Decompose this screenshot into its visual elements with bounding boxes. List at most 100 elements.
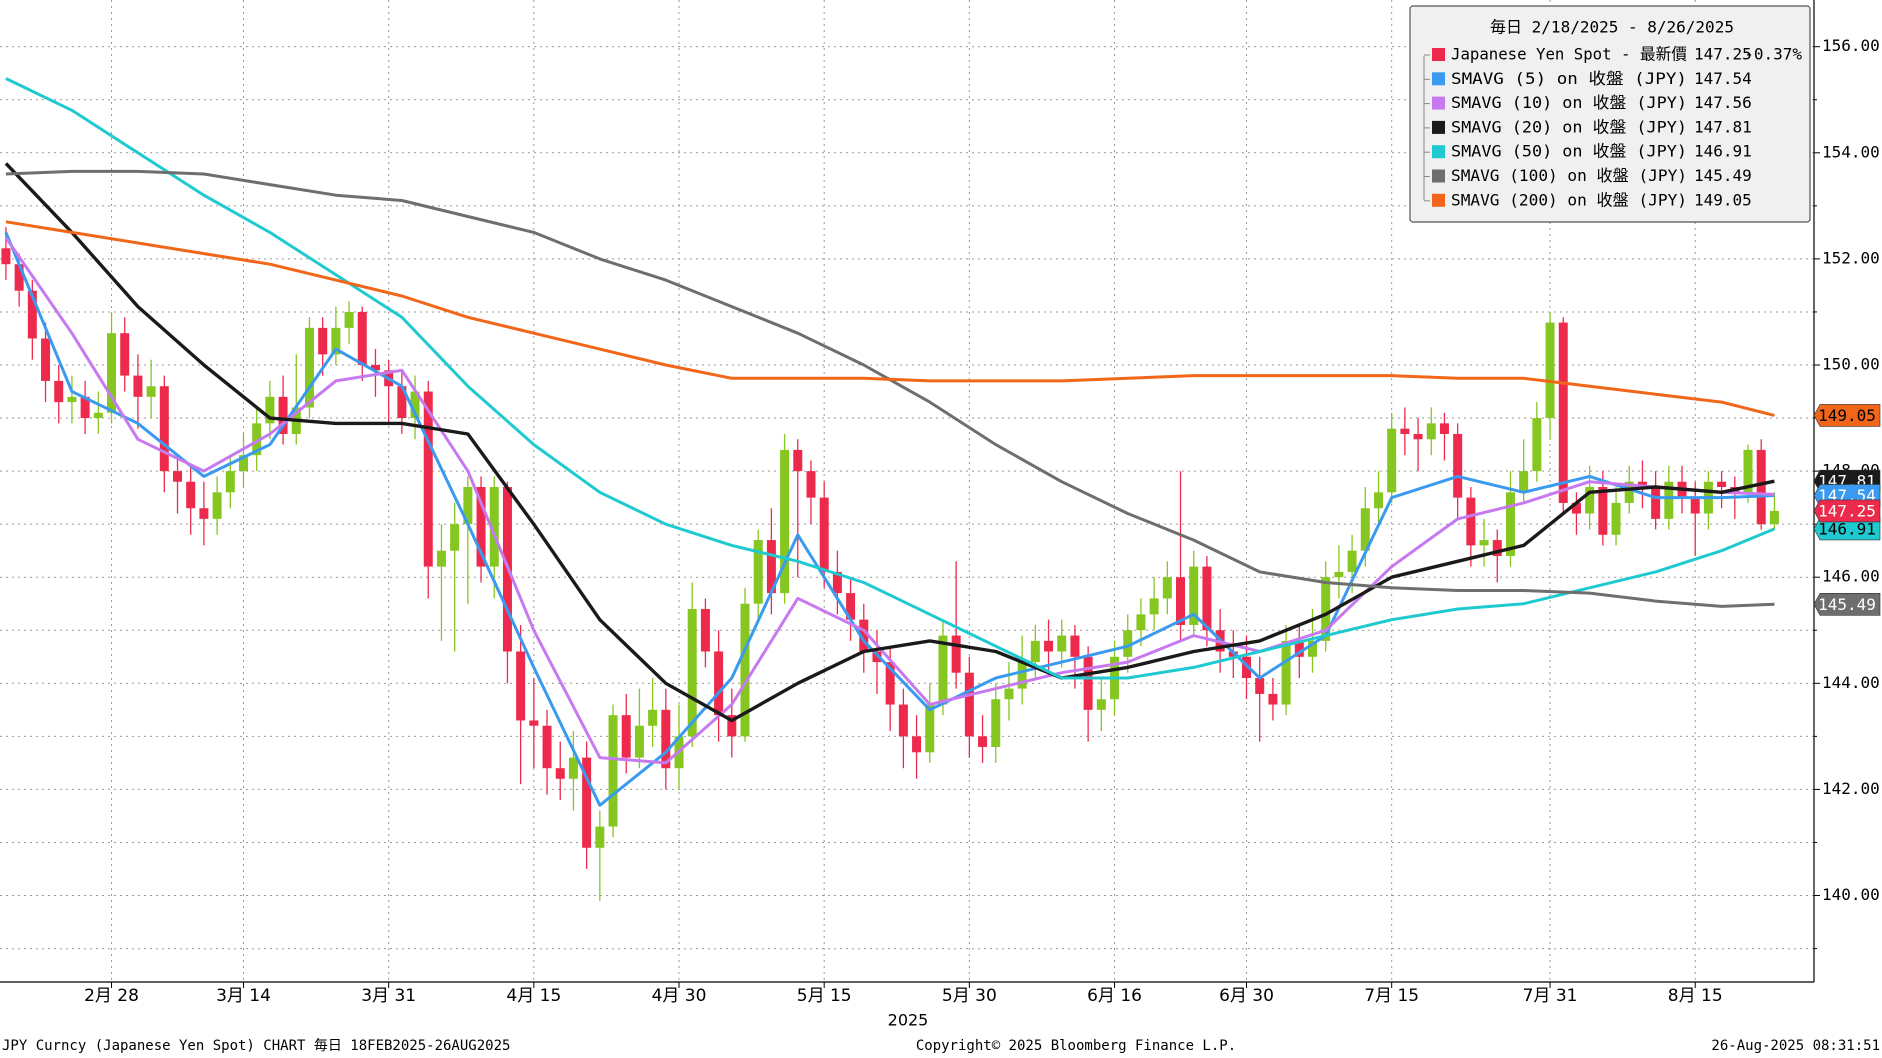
y-tick-label: 152.00 xyxy=(1822,248,1880,267)
legend-name: SMAVG (20) on 收盤 (JPY) xyxy=(1451,117,1687,136)
candle-body xyxy=(700,609,710,652)
y-tick-label: 146.00 xyxy=(1822,567,1880,586)
x-tick-label: 5月 30 xyxy=(942,986,997,1006)
candle-body xyxy=(1611,502,1621,535)
y-tick-label: 142.00 xyxy=(1822,779,1880,798)
y-tick-label: 154.00 xyxy=(1822,142,1880,161)
candle-body xyxy=(582,757,592,848)
candle-body xyxy=(634,725,644,758)
value-tag-shape xyxy=(1813,499,1881,523)
candle-body xyxy=(1136,614,1146,631)
value-tag: 146.91 xyxy=(1818,519,1876,538)
legend-value: 147.81 xyxy=(1694,117,1752,136)
candle-body xyxy=(925,704,935,753)
x-tick-label: 7月 15 xyxy=(1364,986,1419,1006)
candle-body xyxy=(661,709,671,769)
candle-body xyxy=(397,386,407,419)
candle-body xyxy=(1756,449,1766,525)
candle-body xyxy=(1466,497,1476,546)
candle-body xyxy=(978,736,988,747)
candle-body xyxy=(1426,423,1436,440)
candle-body xyxy=(1057,635,1067,652)
candle-body xyxy=(27,290,37,339)
candle-body xyxy=(542,725,552,769)
candle-body xyxy=(489,487,499,567)
candle-body xyxy=(1030,640,1040,663)
candle-body xyxy=(304,327,314,408)
legend-name: SMAVG (50) on 收盤 (JPY) xyxy=(1451,142,1687,161)
legend-name: SMAVG (10) on 收盤 (JPY) xyxy=(1451,93,1687,112)
legend-swatch xyxy=(1432,169,1445,183)
candle-body xyxy=(964,672,974,737)
x-tick-label: 4月 30 xyxy=(652,986,707,1006)
candle-body xyxy=(1123,630,1133,657)
legend-swatch xyxy=(1432,145,1445,159)
x-tick-label: 3月 31 xyxy=(361,986,416,1006)
candle-body xyxy=(1505,492,1515,556)
candle-body xyxy=(740,603,750,737)
candle-body xyxy=(1347,550,1357,572)
legend-value: 147.56 xyxy=(1694,93,1752,112)
x-tick-label: 2月 28 xyxy=(84,986,139,1006)
candle-body xyxy=(80,396,90,419)
candle-body xyxy=(186,481,196,509)
candle-body xyxy=(1017,662,1027,689)
candle-body xyxy=(107,333,117,413)
legend-value: 147.25 xyxy=(1694,45,1752,64)
candle-body xyxy=(93,412,103,419)
x-axis-label: 2025 xyxy=(888,1011,929,1030)
candle-body xyxy=(846,593,856,620)
legend-header: 毎日 2/18/2025 - 8/26/2025 xyxy=(1490,18,1734,37)
legend-swatch xyxy=(1432,120,1445,134)
legend-value: 149.05 xyxy=(1694,190,1752,209)
x-tick-label: 6月 30 xyxy=(1219,986,1274,1006)
candle-body xyxy=(1242,656,1252,679)
candle-body xyxy=(1149,598,1159,615)
candle-body xyxy=(331,327,341,355)
candle-body xyxy=(1373,492,1383,509)
legend: 毎日 2/18/2025 - 8/26/2025 Japanese Yen Sp… xyxy=(1409,5,1811,223)
axes: 140.00142.00144.00146.00148.00150.00152.… xyxy=(84,36,1880,1006)
candle-body xyxy=(1202,566,1212,631)
candle-body xyxy=(1439,423,1449,434)
candle-body xyxy=(1070,635,1080,657)
candle-body xyxy=(1294,640,1304,657)
candle-body xyxy=(529,720,539,726)
candle-body xyxy=(898,704,908,737)
x-tick-label: 6月 16 xyxy=(1087,986,1142,1006)
value-tag-shape xyxy=(1813,404,1881,427)
candle-body xyxy=(806,471,816,498)
candle-body xyxy=(1307,640,1317,657)
legend-value: 147.54 xyxy=(1694,69,1752,88)
candle-body xyxy=(1545,322,1555,419)
y-tick-label: 150.00 xyxy=(1822,355,1880,374)
candle-body xyxy=(410,391,420,419)
candle-body xyxy=(173,471,183,482)
candle-body xyxy=(951,635,961,673)
candle-body xyxy=(450,524,460,551)
candle-body xyxy=(463,487,473,525)
plot xyxy=(1,77,1779,901)
candle-body xyxy=(67,396,77,403)
candle-body xyxy=(1413,433,1423,440)
candle-body xyxy=(54,380,64,403)
x-tick-label: 7月 31 xyxy=(1523,986,1578,1006)
x-tick-label: 5月 15 xyxy=(797,986,852,1006)
moving-average-line xyxy=(4,236,1775,765)
candle-body xyxy=(1492,540,1502,556)
candle-body xyxy=(912,736,922,753)
candle-body xyxy=(238,455,248,472)
y-tick-label: 140.00 xyxy=(1822,885,1880,904)
moving-average-line xyxy=(4,162,1775,723)
candle-body xyxy=(1479,540,1489,546)
candle-body xyxy=(41,338,51,381)
moving-average-line xyxy=(4,231,1775,807)
candle-body xyxy=(819,497,829,572)
candle-body xyxy=(14,264,24,291)
legend-change: -0.37% xyxy=(1744,45,1802,64)
candle-body xyxy=(1360,508,1370,551)
candle-body xyxy=(265,396,275,424)
candle-body xyxy=(1281,640,1291,705)
candle-body xyxy=(1044,640,1054,652)
